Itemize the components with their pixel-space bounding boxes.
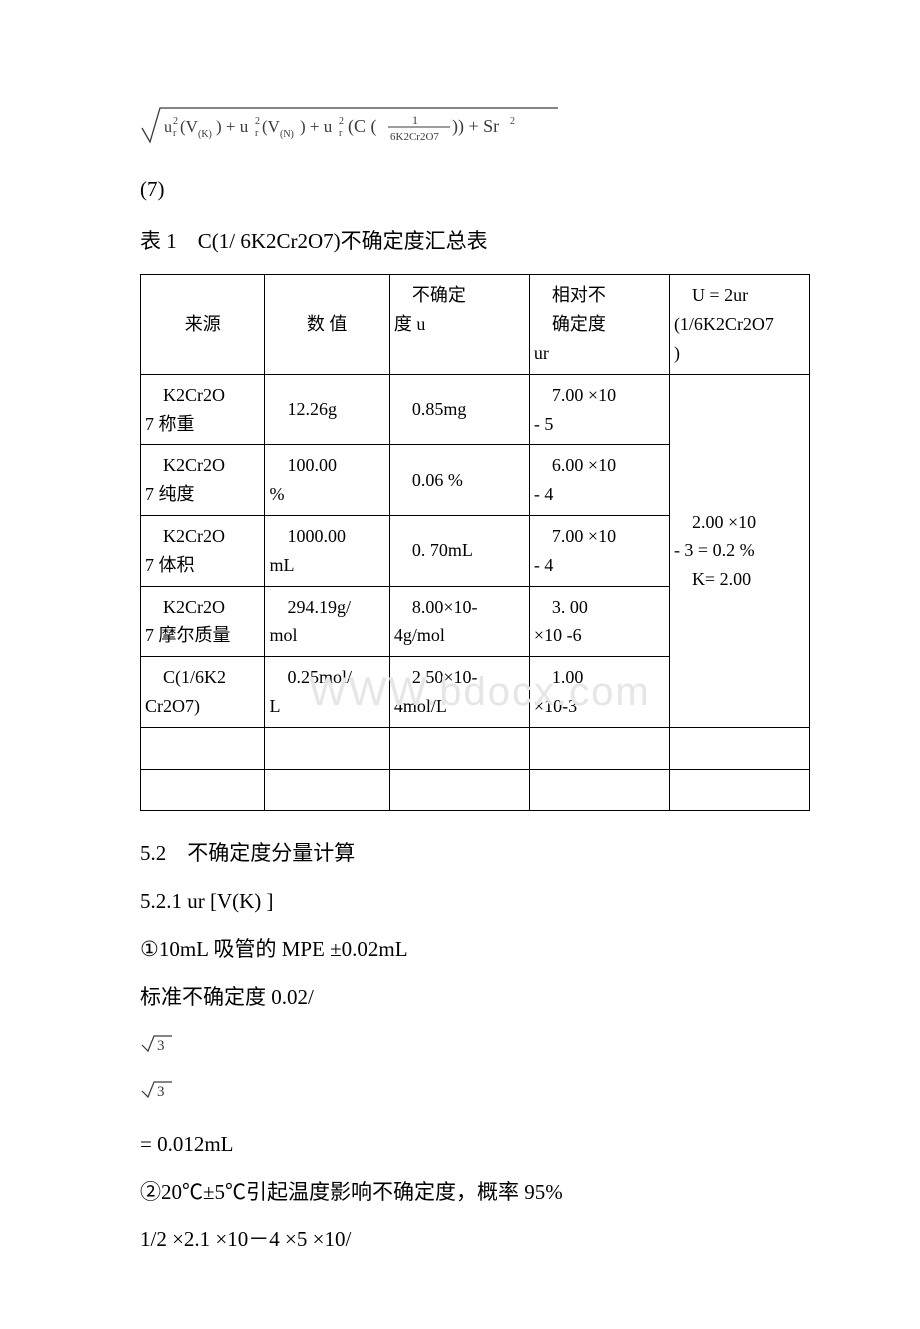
cell-ur: 6.00 ×10- 4: [529, 445, 669, 516]
svg-text:) + u: ) + u: [216, 117, 249, 136]
cell-u: 0.06 %: [389, 445, 529, 516]
cell-value: 12.26g: [265, 374, 389, 445]
cell-source: K2Cr2O7 称重: [141, 374, 265, 445]
svg-text:u: u: [164, 119, 172, 136]
table-row-empty: [141, 727, 810, 769]
header-uncertainty: 不确定度 u: [389, 275, 529, 374]
equation-number: (7): [140, 171, 810, 209]
cell-empty: [669, 769, 809, 811]
cell-empty: [529, 769, 669, 811]
cell-ur: 3. 00×10 -6: [529, 586, 669, 657]
svg-text:6K2Cr2O7: 6K2Cr2O7: [390, 131, 439, 143]
cell-source: K2Cr2O7 体积: [141, 515, 265, 586]
svg-text:3: 3: [157, 1084, 165, 1099]
svg-text:2: 2: [173, 116, 178, 127]
cell-empty: [265, 769, 389, 811]
table-title: 表 1 C(1/ 6K2Cr2O7)不确定度汇总表: [140, 223, 810, 261]
svg-text:(C (: (C (: [348, 116, 377, 137]
subsection-heading: 5.2.1 ur [V(K) ]: [140, 883, 810, 921]
body-text: ②20℃±5℃引起温度影响不确定度，概率 95%: [140, 1174, 810, 1212]
cell-u: 2.50×10-4mol/L: [389, 657, 529, 728]
cell-empty: [141, 727, 265, 769]
cell-ur: 7.00 ×10- 5: [529, 374, 669, 445]
body-text: ①10mL 吸管的 MPE ±0.02mL: [140, 931, 810, 969]
svg-text:3: 3: [157, 1038, 165, 1053]
sqrt3-expression: 3: [140, 1033, 810, 1064]
body-text: 标准不确定度 0.02/: [140, 979, 810, 1017]
svg-text:(K): (K): [198, 129, 212, 140]
header-expanded: U = 2ur(1/6K2Cr2O7): [669, 275, 809, 374]
table-row-empty: [141, 769, 810, 811]
svg-text:)) + Sr: )) + Sr: [452, 116, 499, 137]
cell-source: K2Cr2O7 纯度: [141, 445, 265, 516]
header-source: 来源: [141, 275, 265, 374]
svg-text:r: r: [255, 128, 259, 139]
svg-text:1: 1: [412, 113, 418, 127]
table-header-row: 来源 数 值 不确定度 u 相对不确定度ur U = 2ur(1/6K2Cr2O…: [141, 275, 810, 374]
uncertainty-table: 来源 数 值 不确定度 u 相对不确定度ur U = 2ur(1/6K2Cr2O…: [140, 274, 810, 811]
svg-text:(N): (N): [280, 129, 294, 140]
formula-expression: u 2 r (V (K) ) + u 2 r (V (N) ) + u 2 r …: [140, 100, 810, 161]
cell-empty: [265, 727, 389, 769]
table-row: K2Cr2O7 称重 12.26g 0.85mg 7.00 ×10- 5 2.0…: [141, 374, 810, 445]
cell-source: K2Cr2O7 摩尔质量: [141, 586, 265, 657]
header-relative: 相对不确定度ur: [529, 275, 669, 374]
cell-value: 1000.00mL: [265, 515, 389, 586]
svg-text:2: 2: [255, 116, 260, 127]
svg-text:r: r: [173, 128, 177, 139]
cell-empty: [529, 727, 669, 769]
svg-text:2: 2: [339, 116, 344, 127]
svg-text:) + u: ) + u: [300, 117, 333, 136]
cell-value: 294.19g/mol: [265, 586, 389, 657]
cell-empty: [669, 727, 809, 769]
cell-value: 0.25mol/L: [265, 657, 389, 728]
svg-text:r: r: [339, 128, 343, 139]
sqrt3-expression: 3: [140, 1079, 810, 1110]
svg-text:2: 2: [510, 116, 515, 127]
cell-empty: [389, 727, 529, 769]
cell-empty: [389, 769, 529, 811]
cell-ur: 1.00×10-3 WWW.bdocx.com: [529, 657, 669, 728]
cell-u: 0.85mg: [389, 374, 529, 445]
svg-text:(V: (V: [262, 117, 281, 136]
body-text: 1/2 ×2.1 ×10－4 ×5 ×10/: [140, 1221, 810, 1259]
cell-value: 100.00%: [265, 445, 389, 516]
body-text: = 0.012mL: [140, 1126, 810, 1164]
cell-empty: [141, 769, 265, 811]
section-heading: 5.2 不确定度分量计算: [140, 835, 810, 873]
cell-u: 0. 70mL: [389, 515, 529, 586]
cell-expanded-merged: 2.00 ×10 - 3 = 0.2 % K= 2.00: [669, 374, 809, 727]
cell-source: C(1/6K2Cr2O7): [141, 657, 265, 728]
cell-ur: 7.00 ×10- 4: [529, 515, 669, 586]
svg-text:(V: (V: [180, 117, 199, 136]
header-value: 数 值: [265, 275, 389, 374]
cell-u: 8.00×10-4g/mol: [389, 586, 529, 657]
